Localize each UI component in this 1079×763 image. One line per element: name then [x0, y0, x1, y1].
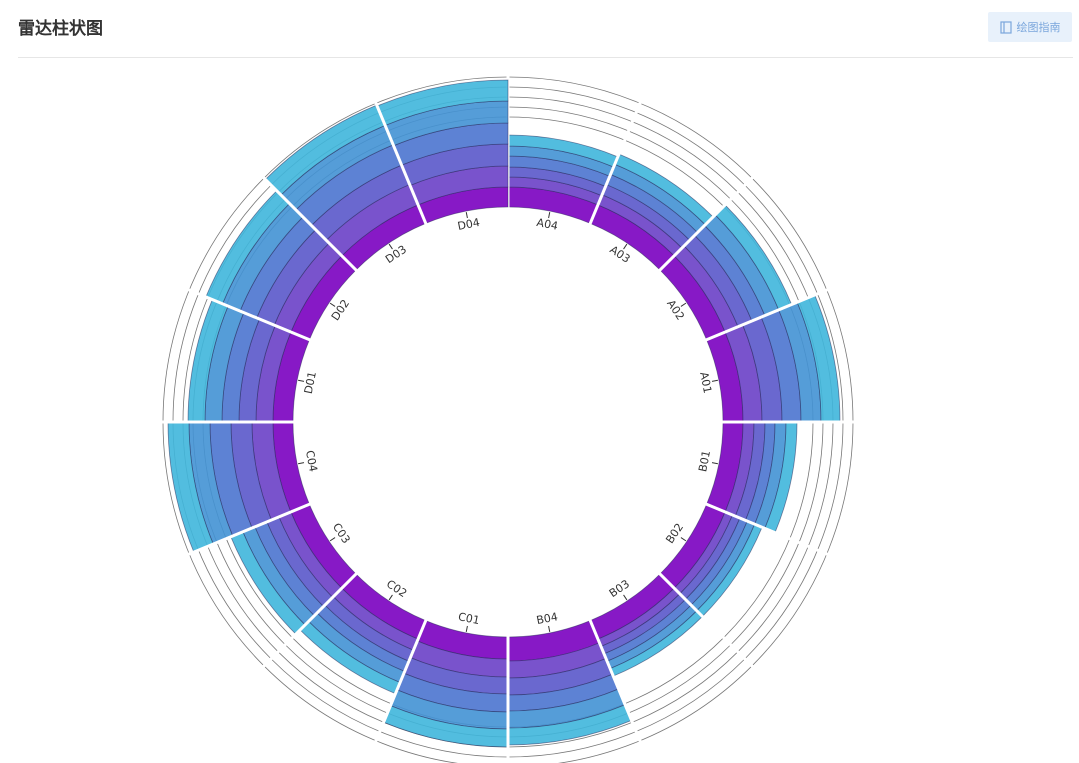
sector-gap	[506, 420, 755, 669]
category-label: A04	[535, 216, 559, 233]
category-label: D02	[329, 297, 352, 323]
category-tick	[298, 379, 305, 382]
category-tick	[298, 462, 305, 465]
bar-segment	[376, 79, 509, 126]
category-label: C02	[384, 577, 409, 600]
category-tick	[548, 212, 551, 219]
category-tick	[465, 212, 468, 219]
category-tick	[329, 537, 336, 542]
category-label: C03	[330, 521, 353, 546]
category-label: A03	[607, 243, 632, 266]
sector-gap	[186, 420, 509, 557]
category-label: D03	[383, 243, 409, 266]
category-label: C04	[303, 449, 320, 473]
sector-gap	[373, 421, 510, 744]
category-tick	[711, 462, 718, 465]
sector-gap	[506, 100, 643, 423]
category-tick	[388, 594, 393, 601]
sector-gap	[507, 287, 830, 424]
category-tick	[711, 379, 718, 382]
category-tick	[680, 537, 687, 542]
category-label: D04	[456, 216, 481, 233]
category-tick	[623, 594, 628, 601]
sector-gap	[507, 420, 830, 557]
sector-gap	[373, 100, 510, 423]
category-label: B01	[696, 449, 713, 473]
sector-gap	[506, 421, 643, 744]
guide-button-label[interactable]: 绘图指南	[1016, 21, 1061, 34]
category-tick	[465, 625, 468, 632]
category-tick	[680, 302, 687, 307]
category-tick	[548, 625, 551, 632]
category-tick	[329, 302, 336, 307]
category-label: B02	[663, 521, 686, 546]
category-label: A02	[664, 297, 687, 322]
sector-gap	[261, 420, 510, 669]
page-title: 雷达柱状图	[18, 19, 103, 39]
book-icon	[999, 20, 1012, 34]
guide-button[interactable]: 绘图指南	[988, 12, 1072, 42]
category-label: A01	[697, 371, 714, 395]
sector-gap	[261, 175, 510, 424]
category-label: D01	[302, 370, 319, 395]
category-label: B04	[535, 610, 559, 627]
category-tick	[388, 243, 393, 250]
sector-gap	[186, 287, 509, 424]
category-tick	[623, 243, 628, 250]
divider	[18, 57, 1073, 58]
category-label: C01	[457, 610, 481, 627]
category-label: B03	[607, 577, 632, 600]
sector-gap	[506, 175, 755, 424]
